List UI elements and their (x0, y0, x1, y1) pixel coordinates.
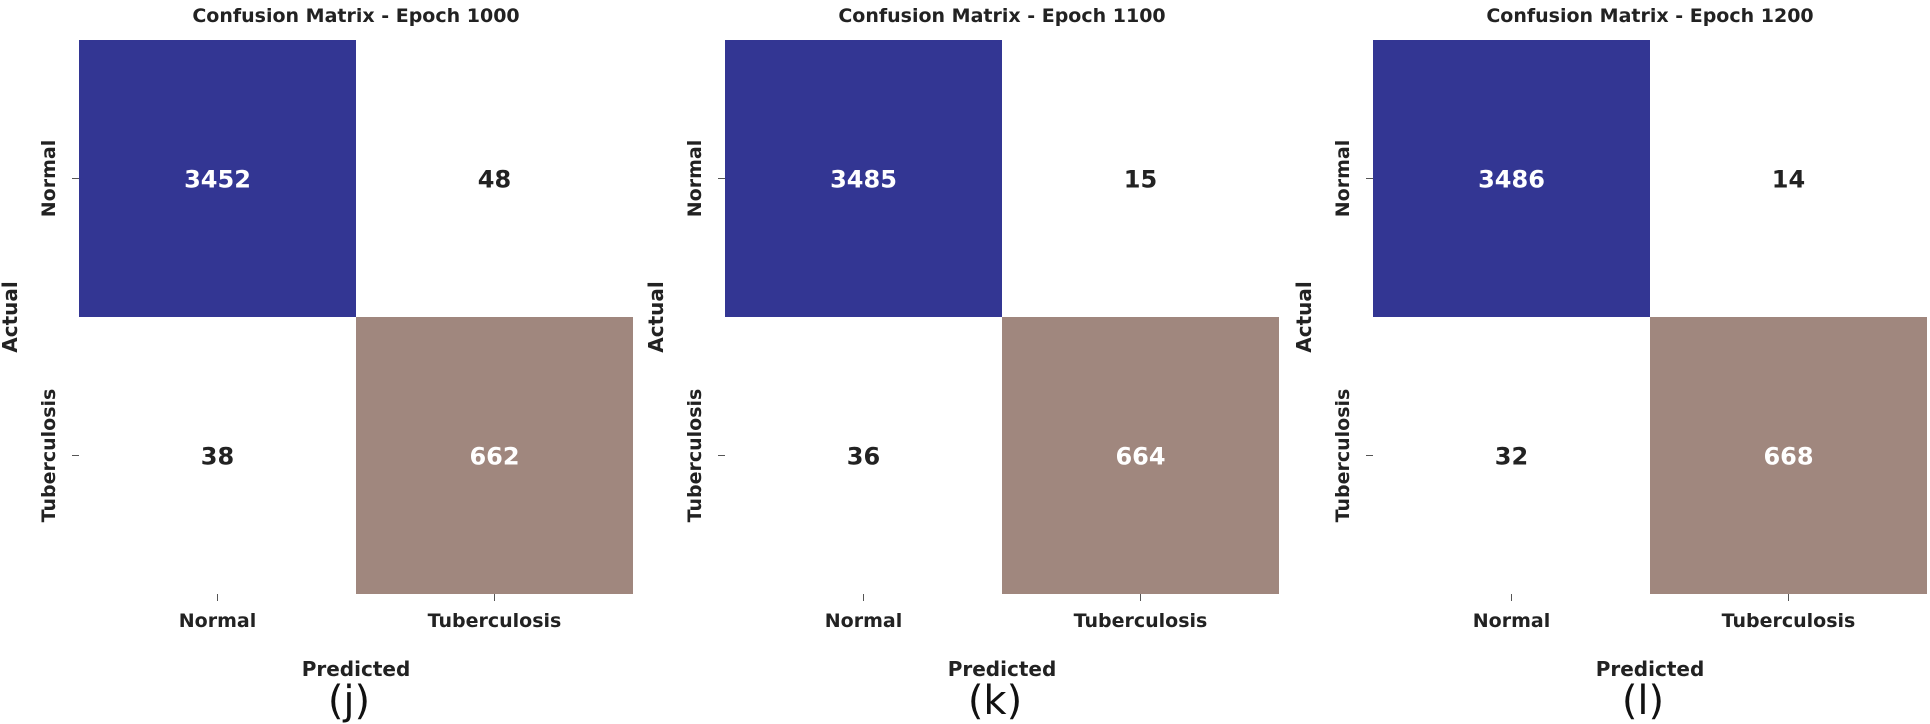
y-tick-label: Tuberculosis (1332, 389, 1354, 523)
heatmap-cell-r0-c1 (356, 40, 633, 317)
chart-title: Confusion Matrix - Epoch 1000 (192, 5, 519, 27)
x-tick-label: Normal (179, 610, 256, 632)
x-axis-label: Predicted (302, 657, 411, 681)
heatmap-cell-r1-c0 (1373, 317, 1650, 594)
cell-value-label: 3452 (184, 166, 251, 194)
confusion-matrix-panel-3: Confusion Matrix - Epoch 1200 3486 14 32 668… (1292, 5, 1927, 724)
cell-value-label: 36 (847, 443, 880, 471)
x-tick-label: Normal (825, 610, 902, 632)
heatmap-cell-r1-c0 (79, 317, 356, 594)
x-axis-label: Predicted (1596, 657, 1705, 681)
x-tick-label: Tuberculosis (1722, 610, 1856, 632)
x-tick-label: Normal (1473, 610, 1550, 632)
cell-value-label: 14 (1772, 166, 1805, 194)
cell-value-label: 668 (1763, 443, 1813, 471)
y-axis-label: Actual (0, 281, 22, 352)
x-tick-label: Tuberculosis (428, 610, 562, 632)
subfigure-caption: (k) (968, 678, 1022, 724)
heatmap-cell-r1-c0 (725, 317, 1002, 594)
heatmap-cell-r0-c0 (725, 40, 1002, 317)
heatmap-cell-r0-c0 (79, 40, 356, 317)
heatmap-cell-r0-c0 (1373, 40, 1650, 317)
heatmap-cell-r0-c1 (1650, 40, 1927, 317)
cell-value-label: 3485 (830, 166, 897, 194)
y-axis-label: Actual (644, 281, 668, 352)
y-tick-label: Normal (38, 140, 60, 217)
heatmap-cell-r1-c1 (1002, 317, 1279, 594)
y-tick-label: Normal (684, 140, 706, 217)
chart-title: Confusion Matrix - Epoch 1100 (838, 5, 1165, 27)
cell-value-label: 15 (1124, 166, 1157, 194)
cell-value-label: 38 (201, 443, 234, 471)
y-tick-label: Tuberculosis (38, 389, 60, 523)
heatmap-cell-r0-c1 (1002, 40, 1279, 317)
cell-value-label: 662 (469, 443, 519, 471)
heatmap-cell-r1-c1 (1650, 317, 1927, 594)
cell-value-label: 32 (1495, 443, 1528, 471)
chart-title: Confusion Matrix - Epoch 1200 (1486, 5, 1813, 27)
y-tick-label: Tuberculosis (684, 389, 706, 523)
cell-value-label: 48 (478, 166, 511, 194)
heatmap-cell-r1-c1 (356, 317, 633, 594)
x-tick-label: Tuberculosis (1074, 610, 1208, 632)
subfigure-caption: (j) (328, 678, 370, 724)
y-axis-label: Actual (1292, 281, 1316, 352)
confusion-matrix-panel-2: Confusion Matrix - Epoch 1100 3485 15 36 664… (644, 5, 1279, 724)
cell-value-label: 664 (1115, 443, 1165, 471)
subfigure-caption: (l) (1622, 678, 1664, 724)
y-tick-label: Normal (1332, 140, 1354, 217)
x-axis-label: Predicted (948, 657, 1057, 681)
confusion-matrix-panel-1: Confusion Matrix - Epoch 1000 3452 48 38 662… (0, 5, 633, 724)
cell-value-label: 3486 (1478, 166, 1545, 194)
